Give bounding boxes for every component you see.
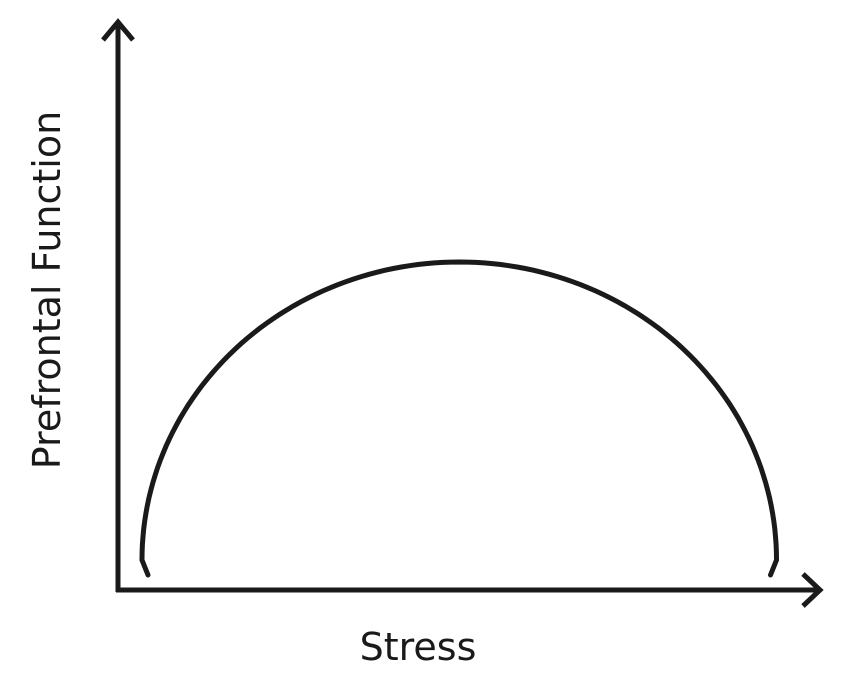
- series-curve: [139, 259, 780, 578]
- x-axis-arrow-icon: [801, 572, 824, 608]
- y-axis-arrow-icon: [101, 18, 135, 42]
- x-axis-label: Stress: [360, 625, 477, 669]
- y-axis-label: Prefrontal Function: [25, 111, 69, 469]
